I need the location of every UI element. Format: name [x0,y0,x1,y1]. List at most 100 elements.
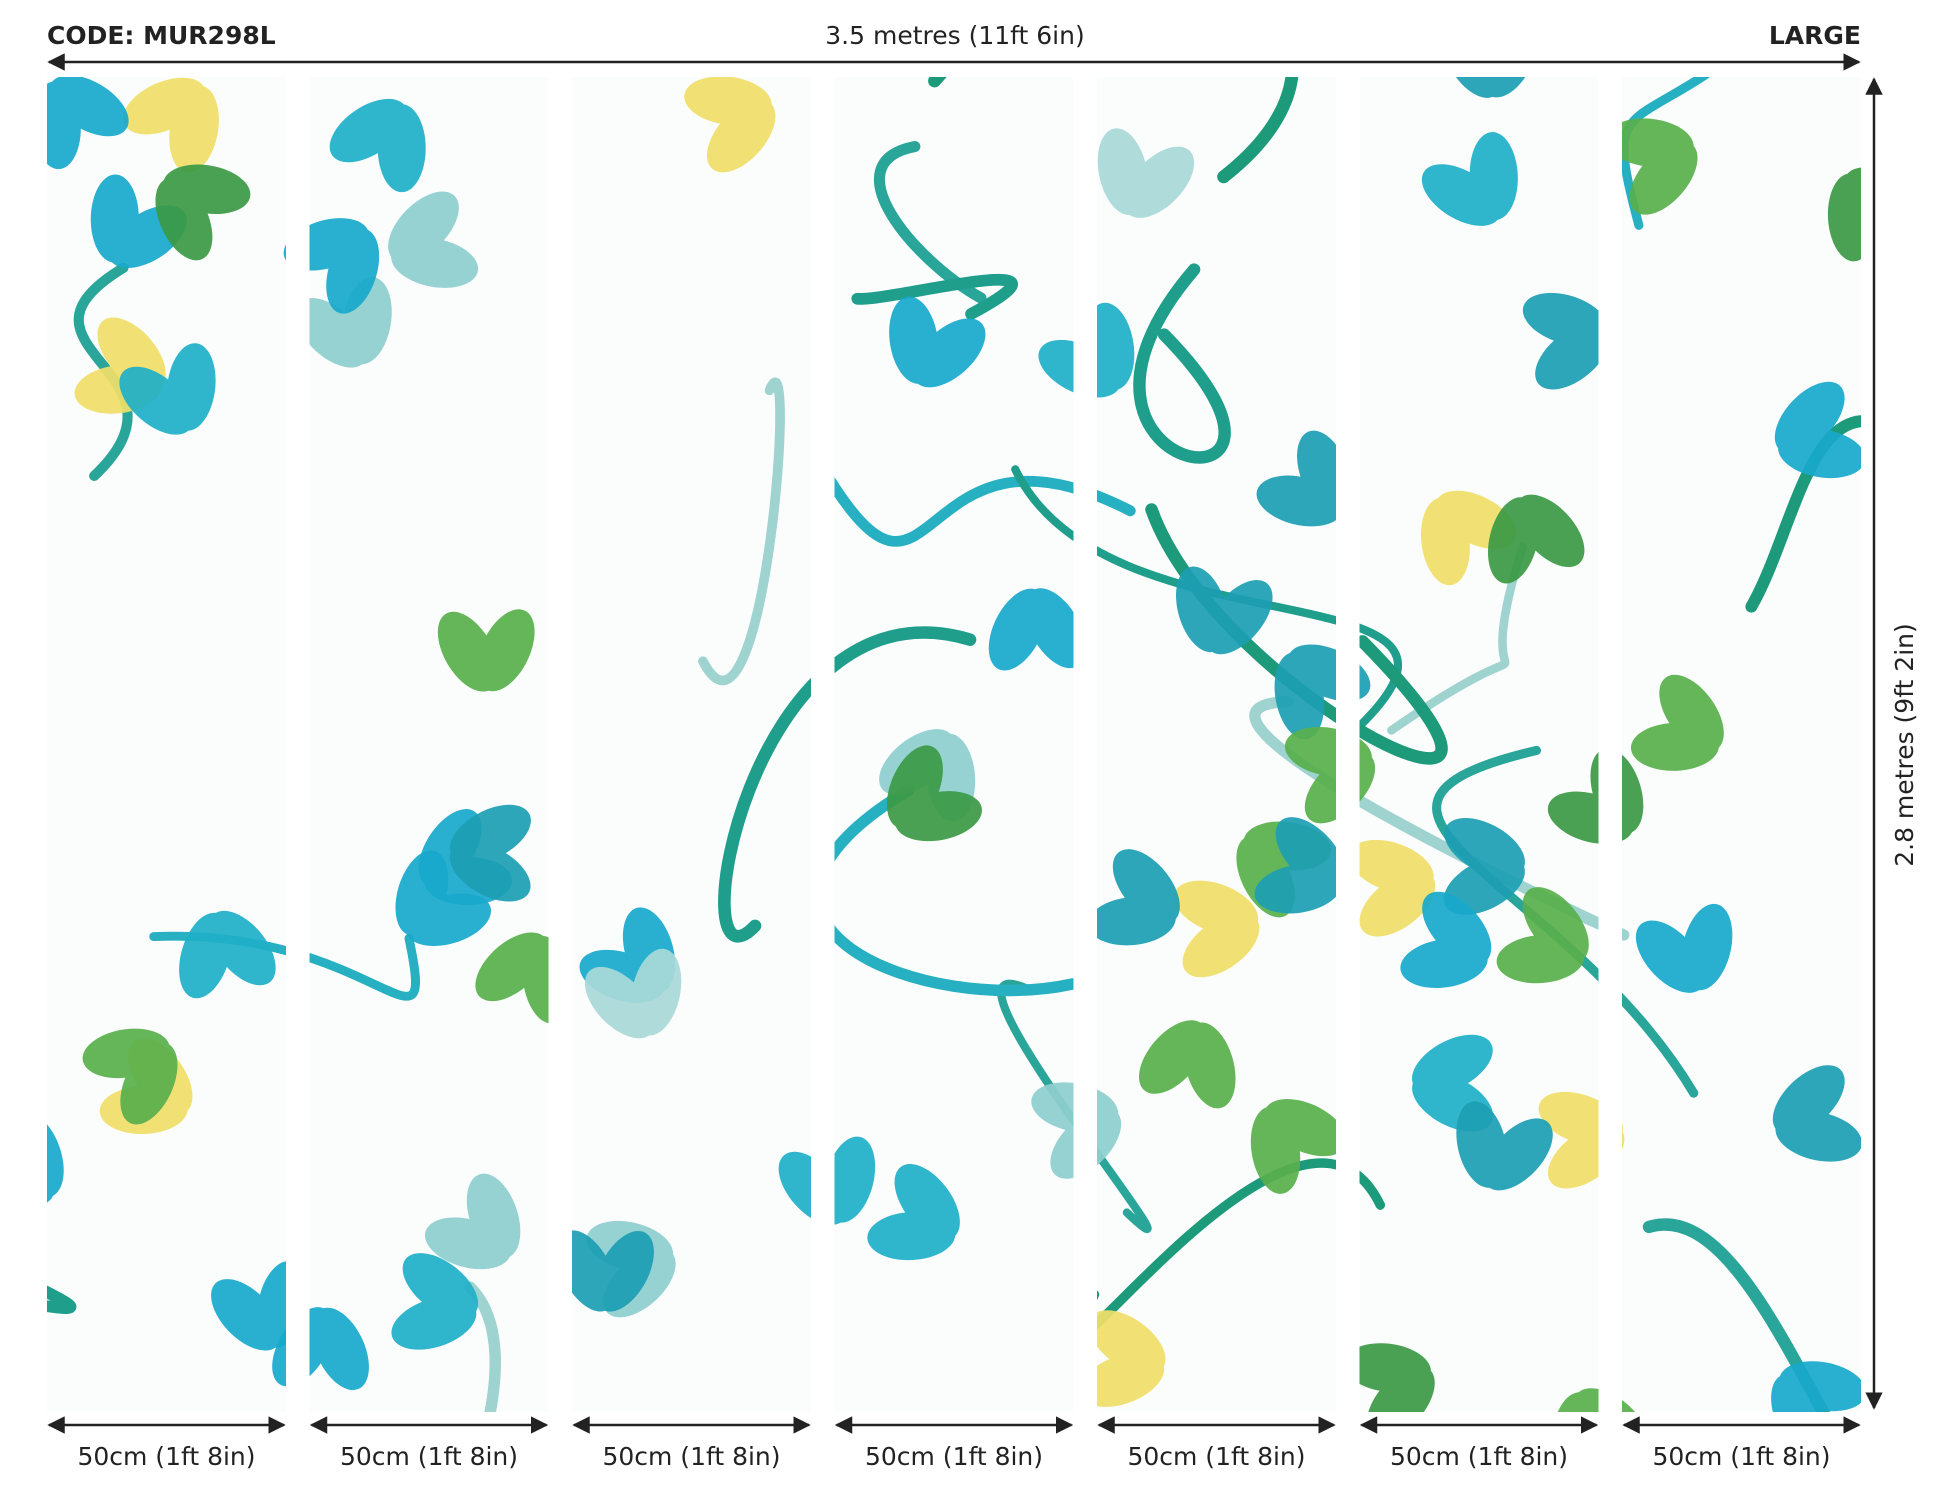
panel-dimensions: 50cm (1ft 8in) 50cm (1ft 8in) 50cm (1ft 8i… [47,1416,1861,1471]
leaf-pair [1774,381,1861,479]
leaf [1088,1310,1166,1375]
leaf [166,343,216,431]
leaf-pair [1772,1065,1861,1162]
leaf-pair [867,1164,960,1261]
panel-width: 50cm (1ft 8in) [1652,1442,1830,1471]
vine [851,273,1018,320]
leaf-pair [1138,1020,1236,1109]
leaf-pair [1254,817,1346,914]
panel-width: 50cm (1ft 8in) [1390,1442,1568,1471]
leaf-pair [1400,891,1492,989]
vine [1642,1218,1831,1412]
vine [464,1281,501,1412]
leaf [1522,292,1609,346]
leaf [466,1173,521,1259]
leaf-pair [47,1112,64,1209]
leaf [449,842,531,902]
product-code: CODE: MUR298L [47,21,276,50]
leaf-pair [584,948,682,1039]
leaf-pair [123,77,219,173]
leaf [1420,497,1470,586]
leaf [1343,1343,1431,1393]
leaf [594,1230,654,1312]
leaf [47,1112,64,1198]
leaf [1274,652,1325,740]
leaf [1681,903,1733,991]
leaf-pair [1443,818,1525,915]
leaf-pair [424,1173,521,1270]
vine [47,1285,77,1314]
leaf [179,912,232,999]
leaf-pair [155,164,251,261]
leaf [1771,1373,1828,1412]
leaf-pair [1487,494,1585,584]
leaf [1606,118,1694,168]
leaf-pair [1080,1310,1166,1407]
leaf [988,588,1047,671]
leaf [1469,132,1518,221]
leaf [1085,302,1135,391]
panel-width: 50cm (1ft 8in) [865,1442,1043,1471]
leaf-pair [1421,132,1518,226]
leaf-pair [449,804,531,902]
leaf [391,237,479,288]
leaf-pair [1456,1101,1553,1191]
leaf [402,1253,479,1320]
leaf [1422,891,1492,965]
leaf [123,77,206,135]
leaf-pair [391,1253,479,1350]
panel-gap [811,70,835,1420]
leaf-pair [1635,903,1733,993]
leaf-pair [388,191,479,288]
leaf-pair [1088,849,1180,946]
leaf [82,1028,170,1079]
leaf [1173,880,1259,936]
panel-width: 50cm (1ft 8in) [602,1442,780,1471]
leaf [630,948,682,1036]
leaf [895,791,982,842]
leaf [1205,580,1273,655]
leaf [823,1136,876,1223]
leaf [155,177,213,261]
leaf-pair [1606,118,1698,215]
leaf [1487,497,1539,584]
size-label: LARGE [1769,21,1861,50]
panel-gap [1598,70,1622,1420]
leaf [1444,818,1525,878]
vine [73,262,133,482]
leaf [47,81,81,170]
vine [1619,77,1711,230]
panel-gap [286,70,310,1420]
leaf [1123,146,1195,218]
leaf-pair [329,98,426,193]
leaf [1275,817,1346,890]
vine [812,784,1079,997]
leaf [1778,428,1861,479]
leaf [329,98,408,163]
leaf [1483,1118,1553,1191]
leaf [1522,887,1589,963]
vine [1133,263,1231,464]
leaf [912,318,986,388]
leaf [1827,173,1861,262]
leaf [1138,1020,1208,1094]
leaf-pair [1551,1388,1649,1412]
vine [928,77,1299,184]
leaf-pair [1343,1343,1435,1412]
vine [1387,542,1528,735]
leaf-pair [47,77,129,170]
leaf-pair [988,588,1086,671]
total-width: 3.5 metres (11ft 6in) [825,21,1084,50]
leaf-pair [1522,292,1610,390]
leaf-pair [82,1028,178,1125]
leaf [405,893,492,946]
leaf [475,932,549,1002]
leaf-pair [119,343,216,435]
vine [718,626,977,943]
leaf-pair [1441,77,1539,98]
panel-gap [548,70,572,1420]
panel-width: 50cm (1ft 8in) [340,1442,518,1471]
panel-gaps [286,70,1622,1420]
leaf-pair [1173,880,1260,978]
